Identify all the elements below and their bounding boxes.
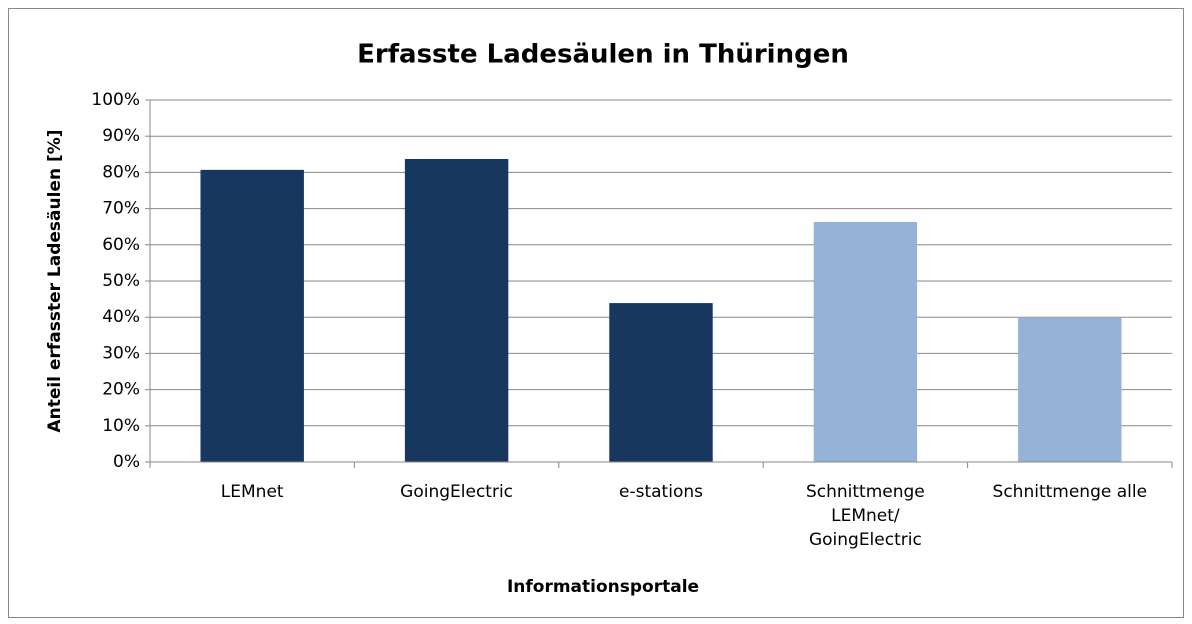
y-tick-label: 30% (102, 343, 140, 363)
y-tick-label: 20% (102, 380, 140, 400)
x-tick-label: GoingElectric (400, 482, 514, 502)
y-tick-label: 10% (102, 416, 140, 436)
y-tick-label: 0% (113, 452, 140, 472)
x-tick-label: Schnittmenge LEMnet/ GoingElectric (805, 482, 925, 550)
y-tick-label: 80% (102, 162, 140, 182)
y-tick-label: 60% (102, 235, 140, 255)
bar (404, 159, 509, 463)
x-tick-label: Schnittmenge alle (992, 482, 1148, 502)
x-tick-label: e-stations (619, 482, 703, 502)
x-tick-label: LEMnet (220, 482, 284, 502)
y-axis-label: Anteil erfasster Ladesäulen [%] (45, 129, 65, 432)
bar (200, 169, 304, 462)
y-tick-label: 40% (102, 307, 140, 327)
y-tick-label: 100% (91, 90, 140, 110)
bar (813, 221, 918, 462)
bar (609, 303, 713, 462)
y-tick-label: 90% (102, 126, 140, 146)
y-tick-label: 70% (102, 199, 140, 219)
bar (1018, 317, 1122, 462)
x-axis-label: Informationsportale (507, 577, 699, 597)
y-tick-label: 50% (102, 271, 140, 291)
chart-title: Erfasste Ladesäulen in Thüringen (357, 40, 849, 70)
